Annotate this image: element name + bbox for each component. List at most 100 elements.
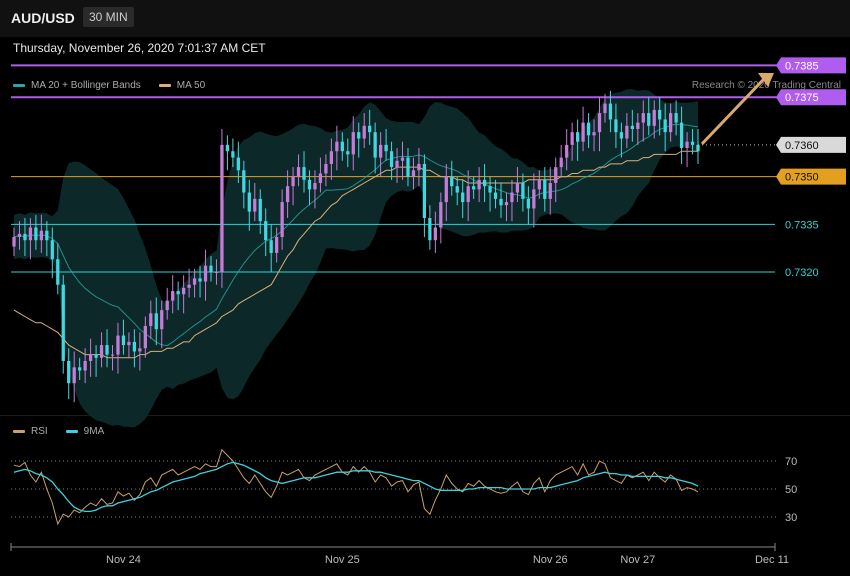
indicator-lines — [13, 123, 699, 359]
candle — [285, 170, 290, 218]
candle-body — [526, 198, 531, 209]
candle — [647, 97, 651, 136]
candle — [171, 275, 175, 314]
candle-body — [559, 157, 563, 168]
candle — [269, 224, 273, 272]
candle — [253, 183, 257, 222]
candle — [679, 106, 684, 164]
candle-body — [537, 179, 541, 190]
ma20-line — [13, 123, 699, 347]
x-tick-label: Dec 11 — [755, 554, 789, 566]
candle-body — [78, 367, 82, 371]
candle-body — [34, 227, 38, 241]
x-tick-label: Nov 24 — [106, 554, 141, 566]
candle — [608, 90, 613, 133]
price-levels — [11, 64, 778, 273]
rsi-panel: 70 50 30 — [11, 448, 797, 526]
candle — [165, 287, 169, 320]
candle — [329, 138, 334, 180]
candle — [302, 151, 306, 193]
candle — [307, 170, 312, 206]
candle — [39, 214, 44, 253]
legend-swatch-ma20 — [13, 84, 25, 87]
candle-body — [351, 132, 355, 155]
candle-body — [302, 167, 306, 180]
candle — [203, 249, 208, 301]
candle-body — [417, 163, 421, 171]
candle-body — [275, 237, 279, 253]
candle-body — [455, 186, 459, 193]
candle — [176, 281, 180, 311]
candle-body — [543, 179, 547, 199]
candle — [335, 125, 339, 171]
candle-body — [647, 113, 651, 126]
candle — [99, 332, 104, 368]
candle — [422, 154, 427, 238]
candle — [116, 322, 120, 374]
price-tag-0.7375: 0.7375 — [785, 92, 819, 104]
candle — [389, 141, 394, 180]
candle — [548, 167, 552, 215]
candle-body — [521, 183, 525, 199]
x-tick-label: Nov 27 — [620, 554, 655, 566]
candle — [56, 243, 60, 295]
candle — [23, 217, 27, 257]
candle — [181, 275, 186, 314]
candle-body — [368, 125, 372, 133]
candle — [472, 176, 476, 199]
candle — [17, 221, 22, 250]
candle — [668, 103, 673, 142]
candle-body — [264, 221, 268, 241]
candle-body — [668, 113, 673, 133]
candle-body — [422, 163, 427, 218]
price-labels: 0.7385 0.7375 0.7360 0.7350 0.7335 0.7320 — [776, 57, 846, 279]
candle — [406, 148, 410, 187]
bollinger-band — [14, 89, 698, 428]
candle-body — [439, 202, 443, 228]
candle-body — [630, 125, 634, 129]
candle — [581, 106, 585, 152]
candle-body — [603, 103, 607, 114]
symbol-title: AUD/USD — [11, 10, 75, 26]
candle-body — [570, 132, 574, 145]
candle — [559, 144, 563, 177]
candle — [236, 141, 240, 184]
candle-body — [39, 230, 44, 241]
candle — [411, 157, 416, 190]
candle-body — [581, 122, 585, 142]
candle — [477, 167, 481, 203]
candle-body — [99, 345, 104, 358]
candle-body — [515, 183, 520, 193]
forecast-arrow-head — [758, 72, 774, 87]
candle-body — [105, 345, 109, 355]
price-tag-box-0.7375 — [776, 89, 846, 106]
candle-body — [510, 192, 514, 203]
candle — [641, 100, 645, 142]
candle-body — [209, 265, 213, 272]
candle — [67, 348, 71, 400]
legend-main: MA 20 + Bollinger Bands MA 50 — [13, 80, 205, 91]
candle-body — [12, 237, 16, 247]
candle-body — [132, 341, 137, 352]
candle — [209, 256, 213, 282]
candle — [340, 132, 344, 161]
candle-body — [17, 233, 22, 238]
legend-swatch-rsi — [13, 430, 25, 433]
candle-body — [679, 122, 684, 149]
candle — [110, 345, 115, 371]
candle-body — [280, 202, 284, 238]
legend-label-rsi-ma: 9MA — [83, 426, 105, 437]
candle-body — [504, 202, 509, 206]
candle-body — [488, 186, 492, 193]
candle — [625, 113, 629, 149]
candle — [439, 192, 443, 244]
candle-body — [482, 179, 487, 187]
candle-body — [143, 326, 147, 349]
price-tag-0.7360: 0.7360 — [785, 140, 819, 152]
timeframe-badge[interactable]: 30 MIN — [83, 7, 134, 27]
candle — [50, 227, 54, 279]
candle — [417, 148, 421, 187]
candle — [231, 138, 235, 168]
candle-body — [597, 113, 602, 133]
rsi-level-label-50: 50 — [785, 484, 797, 496]
